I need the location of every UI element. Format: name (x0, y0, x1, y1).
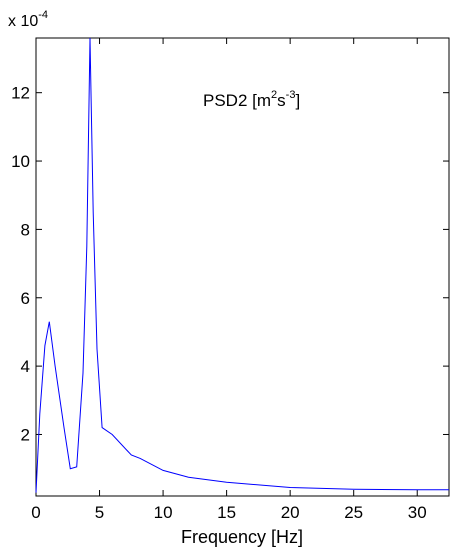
plot-area (35, 37, 450, 497)
x-tick-label: 5 (95, 503, 104, 522)
psd-series-line (35, 37, 449, 493)
x-tick-label: 0 (31, 503, 40, 522)
y-tick-label: 4 (21, 357, 30, 376)
x-tick-label: 30 (408, 503, 427, 522)
x-tick-label: 20 (281, 503, 300, 522)
y-scale-label: x 10-4 (8, 9, 48, 30)
y-tick-label: 8 (21, 220, 30, 239)
y-tick-label: 6 (21, 289, 30, 308)
y-tick-label: 2 (21, 425, 30, 444)
x-axis-ticks: 0 5 10 15 20 25 30 (31, 38, 427, 522)
x-tick-label: 15 (217, 503, 236, 522)
y-axis-ticks: 2 4 6 8 10 12 (11, 84, 449, 444)
psd-annotation: PSD2 [m2s-3] (203, 89, 300, 110)
y-tick-label: 10 (11, 152, 30, 171)
x-tick-label: 25 (344, 503, 363, 522)
x-axis-label: Frequency [Hz] (181, 527, 303, 547)
y-tick-label: 12 (11, 84, 30, 103)
x-tick-label: 10 (154, 503, 173, 522)
